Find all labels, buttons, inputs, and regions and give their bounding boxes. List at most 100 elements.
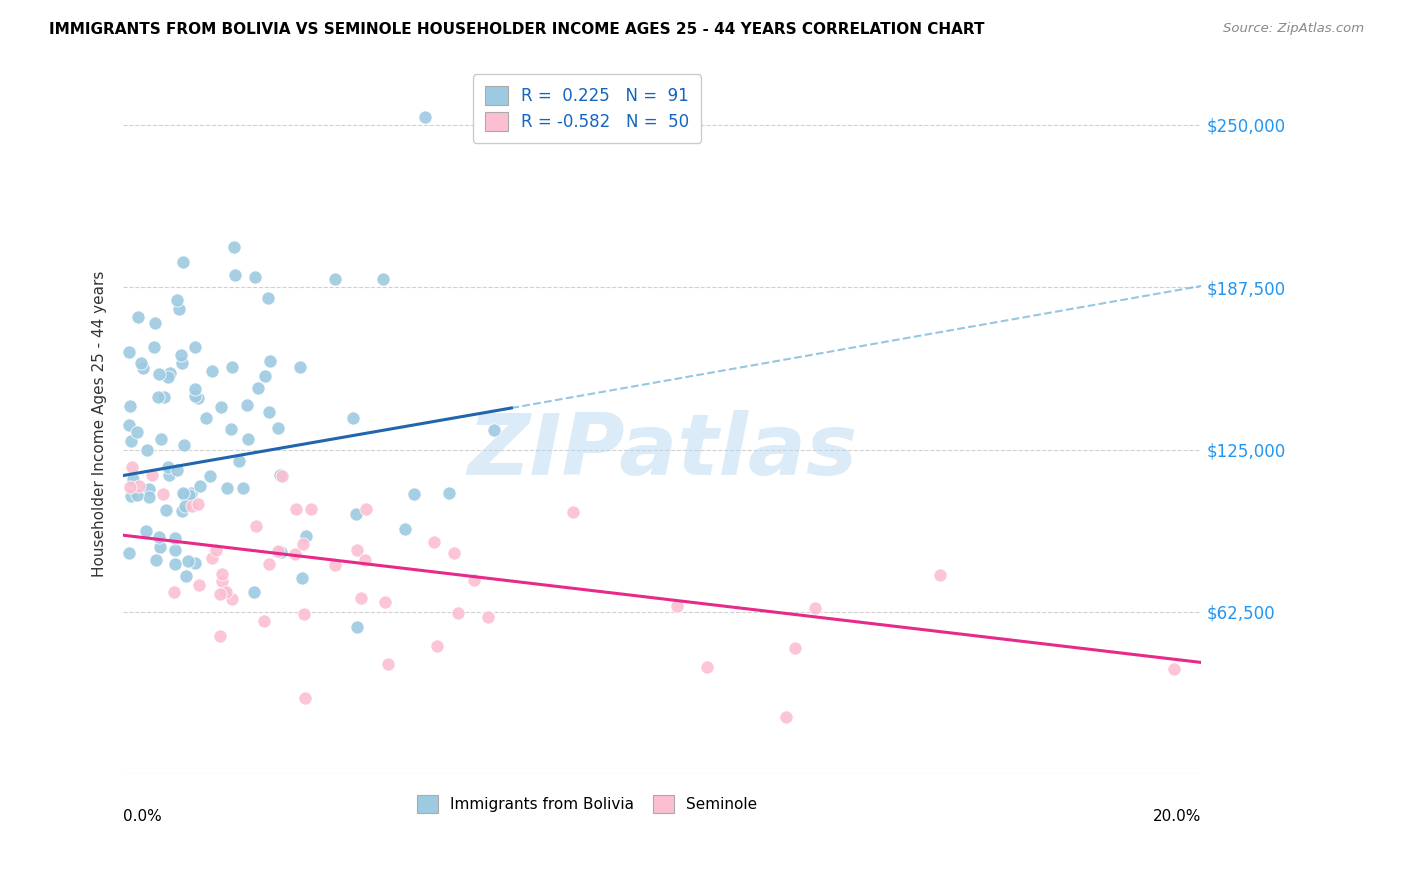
- Point: [163, 585, 186, 599]
- Point: [187, 497, 209, 511]
- Point: [143, 316, 166, 330]
- Point: [201, 550, 224, 565]
- Point: [447, 606, 470, 620]
- Point: [323, 558, 346, 573]
- Point: [174, 569, 197, 583]
- Point: [120, 480, 142, 494]
- Point: [165, 557, 187, 571]
- Point: [184, 389, 207, 403]
- Point: [184, 340, 207, 354]
- Text: ZIPatlas: ZIPatlas: [467, 410, 858, 493]
- Point: [181, 499, 204, 513]
- Point: [437, 485, 460, 500]
- Point: [187, 578, 209, 592]
- Point: [170, 356, 193, 370]
- Point: [118, 546, 141, 560]
- Point: [423, 535, 446, 549]
- Point: [118, 345, 141, 359]
- Point: [785, 640, 807, 655]
- Point: [127, 310, 149, 325]
- Point: [184, 382, 207, 396]
- Point: [354, 502, 377, 516]
- Point: [190, 478, 212, 492]
- Point: [374, 594, 396, 608]
- Point: [344, 508, 367, 522]
- Point: [666, 599, 689, 614]
- Point: [243, 270, 266, 285]
- Text: 0.0%: 0.0%: [124, 809, 162, 824]
- Point: [257, 557, 280, 571]
- Point: [121, 460, 143, 475]
- Point: [349, 591, 371, 606]
- Point: [155, 502, 177, 516]
- Point: [152, 487, 174, 501]
- Point: [209, 629, 232, 643]
- Point: [194, 411, 217, 425]
- Point: [291, 571, 314, 585]
- Point: [346, 620, 368, 634]
- Point: [342, 411, 364, 425]
- Point: [163, 543, 186, 558]
- Point: [125, 488, 148, 502]
- Point: [165, 531, 187, 545]
- Point: [209, 400, 232, 414]
- Point: [174, 499, 197, 513]
- Point: [172, 485, 194, 500]
- Point: [121, 472, 143, 486]
- Point: [284, 501, 307, 516]
- Legend: Immigrants from Bolivia, Seminole: Immigrants from Bolivia, Seminole: [411, 789, 763, 819]
- Point: [180, 485, 202, 500]
- Point: [221, 591, 243, 606]
- Point: [299, 501, 322, 516]
- Point: [129, 356, 152, 370]
- Point: [120, 434, 142, 448]
- Point: [253, 614, 276, 628]
- Point: [148, 530, 170, 544]
- Point: [269, 467, 291, 482]
- Point: [141, 467, 163, 482]
- Point: [371, 271, 394, 285]
- Point: [246, 381, 269, 395]
- Point: [254, 368, 277, 383]
- Point: [172, 255, 194, 269]
- Point: [413, 110, 436, 124]
- Point: [157, 460, 180, 475]
- Point: [270, 544, 292, 558]
- Point: [211, 574, 233, 589]
- Point: [271, 469, 294, 483]
- Point: [292, 607, 315, 621]
- Text: 20.0%: 20.0%: [1153, 809, 1202, 824]
- Point: [149, 540, 172, 554]
- Point: [177, 554, 200, 568]
- Point: [205, 543, 228, 558]
- Point: [214, 583, 236, 598]
- Point: [138, 491, 160, 505]
- Point: [142, 340, 165, 354]
- Point: [259, 405, 281, 419]
- Point: [222, 240, 245, 254]
- Point: [803, 601, 825, 615]
- Point: [153, 391, 176, 405]
- Point: [180, 489, 202, 503]
- Point: [131, 361, 153, 376]
- Point: [173, 488, 195, 502]
- Point: [157, 468, 180, 483]
- Text: Source: ZipAtlas.com: Source: ZipAtlas.com: [1223, 22, 1364, 36]
- Point: [284, 547, 307, 561]
- Point: [135, 524, 157, 538]
- Point: [159, 366, 181, 380]
- Point: [929, 567, 952, 582]
- Point: [245, 519, 267, 533]
- Point: [169, 301, 191, 316]
- Point: [292, 537, 315, 551]
- Point: [267, 421, 290, 435]
- Point: [184, 556, 207, 570]
- Point: [118, 399, 141, 413]
- Point: [235, 398, 257, 412]
- Point: [145, 552, 167, 566]
- Point: [118, 417, 141, 432]
- Point: [148, 367, 170, 381]
- Point: [127, 425, 149, 439]
- Y-axis label: Householder Income Ages 25 - 44 years: Householder Income Ages 25 - 44 years: [93, 270, 107, 577]
- Point: [354, 553, 377, 567]
